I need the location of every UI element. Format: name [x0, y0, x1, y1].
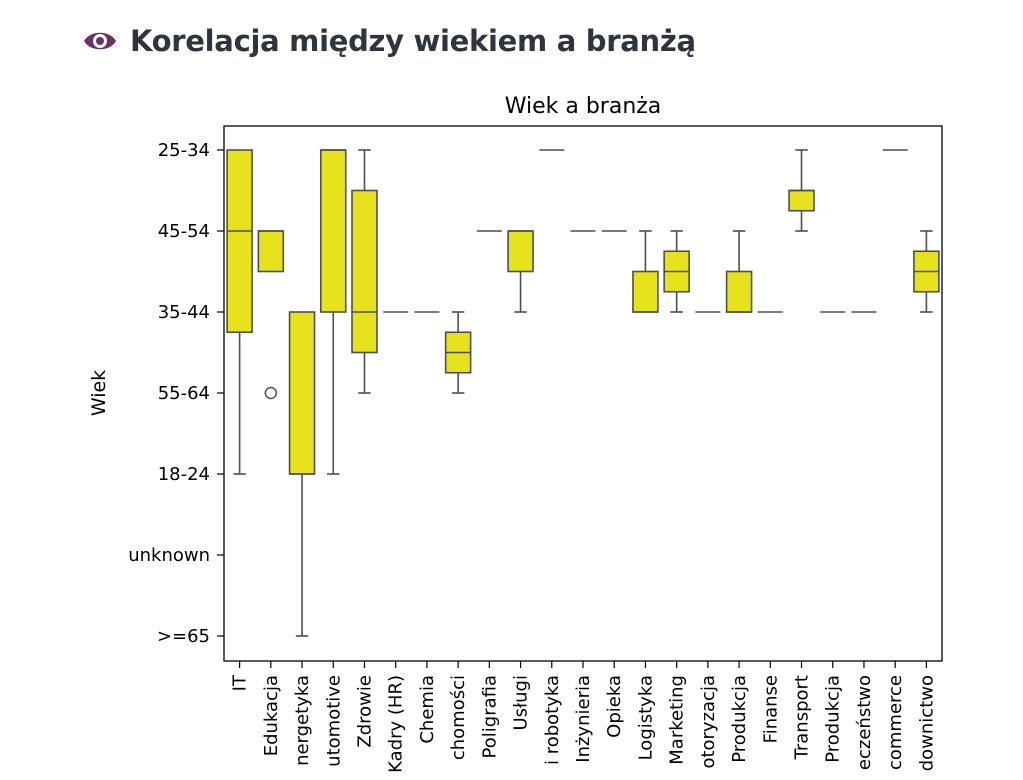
boxes-layer — [226, 149, 940, 637]
plot-frame — [223, 125, 943, 662]
x-tick-label: Opieka — [604, 675, 625, 738]
x-tick-label: Zdrowie — [354, 675, 375, 748]
y-tick-label: 45-54 — [158, 221, 210, 242]
x-tick-label: Poligrafia — [479, 675, 500, 758]
x-tick-label: Transport — [792, 675, 813, 760]
box-3 — [319, 149, 347, 475]
box-14 — [663, 230, 690, 313]
y-tick-label: 55-64 — [158, 383, 210, 404]
x-tick-label: otoryzacja — [698, 675, 719, 769]
x-tick-label: utomotive — [323, 675, 344, 767]
x-tick-label: Chemia — [417, 675, 438, 744]
box-body — [351, 189, 378, 354]
x-tick-label: eczeństwo — [854, 675, 875, 770]
box-body — [319, 149, 347, 313]
box-body — [632, 270, 659, 313]
y-tick-label: >=65 — [157, 626, 210, 647]
box-1 — [257, 230, 285, 400]
box-body — [257, 230, 285, 273]
box-body — [788, 189, 815, 212]
box-2 — [288, 311, 316, 637]
x-tick-label: Finanse — [760, 675, 781, 743]
x-tick-label: Logistyka — [635, 675, 656, 760]
x-tick-label: Kadry (HR) — [386, 675, 407, 773]
x-ticks-layer: IT Edukacja nergetyka utomotive Zdrowie Kadry… — [230, 661, 937, 773]
x-tick-label: chomości — [448, 675, 469, 760]
x-tick-label: downictwo — [916, 675, 937, 771]
y-tick-label: unknown — [128, 545, 210, 566]
y-tick-label: 35-44 — [158, 302, 210, 323]
y-tick-label: 25-34 — [158, 140, 210, 161]
box-4 — [351, 149, 378, 394]
y-ticks-layer: 25-34 45-54 35-44 55-64 18-24 unknown >=65 — [128, 140, 224, 647]
outlier-point — [264, 386, 278, 400]
box-13 — [632, 230, 659, 313]
box-body — [507, 230, 534, 273]
x-tick-label: Edukacja — [261, 675, 282, 756]
eye-icon — [84, 32, 116, 50]
x-tick-label: nergetyka — [292, 675, 313, 766]
box-body — [725, 270, 753, 313]
x-tick-label: Usługi — [511, 675, 532, 731]
x-tick-label: Produkcja — [823, 675, 844, 763]
x-tick-label: IT — [230, 674, 251, 691]
box-body — [226, 149, 253, 334]
box-9 — [507, 230, 534, 313]
box-body — [288, 311, 316, 475]
x-tick-label: i robotyka — [542, 675, 563, 765]
page-title: Korelacja między wiekiem a branżą — [130, 24, 696, 58]
x-tick-label: commerce — [885, 675, 906, 770]
box-22 — [913, 230, 940, 313]
chart-title: Wiek a branża — [505, 94, 662, 119]
y-axis-title: Wiek — [88, 370, 110, 416]
box-0 — [226, 149, 253, 475]
box-18 — [788, 149, 815, 232]
x-tick-label: Produkcja — [729, 675, 750, 763]
y-tick-label: 18-24 — [158, 464, 210, 485]
page-header: Korelacja między wiekiem a branżą — [82, 18, 696, 64]
x-tick-label: Inżynieria — [573, 675, 594, 763]
box-16 — [725, 230, 753, 313]
box-7 — [444, 311, 472, 394]
x-tick-label: Marketing — [667, 675, 688, 765]
